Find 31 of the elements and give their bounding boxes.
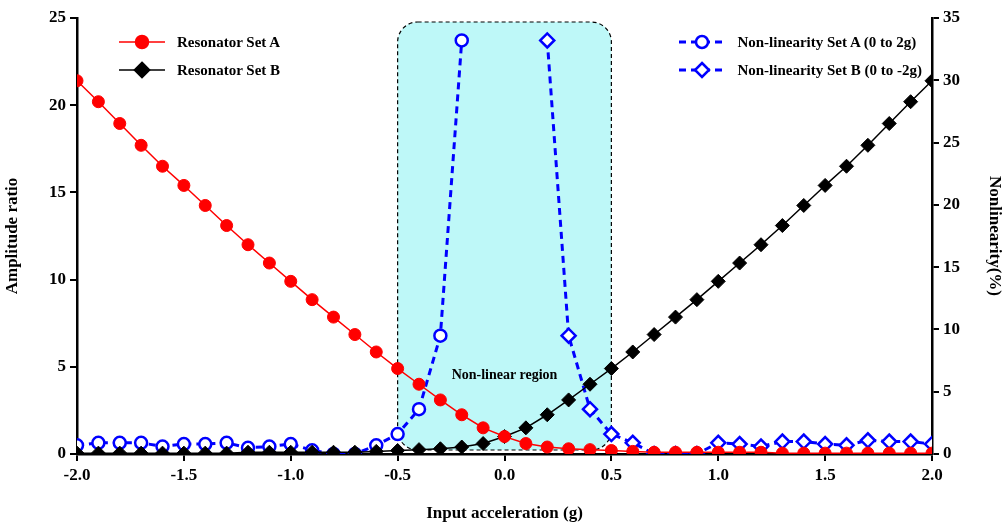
y-tick-label: 20 [49,94,66,114]
legend-label: Resonator Set A [177,33,281,51]
x-tick-label: -2.0 [63,464,91,484]
y2-axis-title: Nonlinearity(%) [985,176,1005,296]
y2-tick-label: 20 [943,194,960,214]
legend-label: Non-linearity Set A (0 to 2g) [737,33,917,51]
band-label: Non-linear region [451,367,558,383]
x-tick-label: 2.0 [921,464,943,484]
x-tick-label: -0.5 [384,464,412,484]
y-tick-label: 15 [49,181,66,201]
x-tick-label: 1.0 [707,464,729,484]
y-tick-label: 5 [57,356,66,376]
x-tick-label: -1.0 [277,464,305,484]
y-axis-title: Amplitude ratio [1,177,21,295]
y-tick-label: 0 [57,443,66,463]
y2-tick-label: 15 [943,256,960,276]
y2-tick-label: 0 [943,443,952,463]
y2-tick-label: 25 [943,131,960,151]
y2-tick-label: 35 [943,7,960,27]
x-tick-label: 1.5 [814,464,836,484]
x-axis-title: Input acceleration (g) [426,503,583,523]
y-tick-label: 10 [49,268,66,288]
y2-tick-label: 10 [943,318,960,338]
x-tick-label: -1.5 [170,464,198,484]
x-tick-label: 0.5 [600,464,622,484]
y2-tick-label: 5 [943,381,952,401]
legend-label: Non-linearity Set B (0 to -2g) [737,61,922,79]
y-tick-label: 25 [49,7,66,27]
x-tick-label: 0.0 [493,464,516,484]
y2-tick-label: 30 [943,69,960,89]
legend-label: Resonator Set B [177,61,281,79]
